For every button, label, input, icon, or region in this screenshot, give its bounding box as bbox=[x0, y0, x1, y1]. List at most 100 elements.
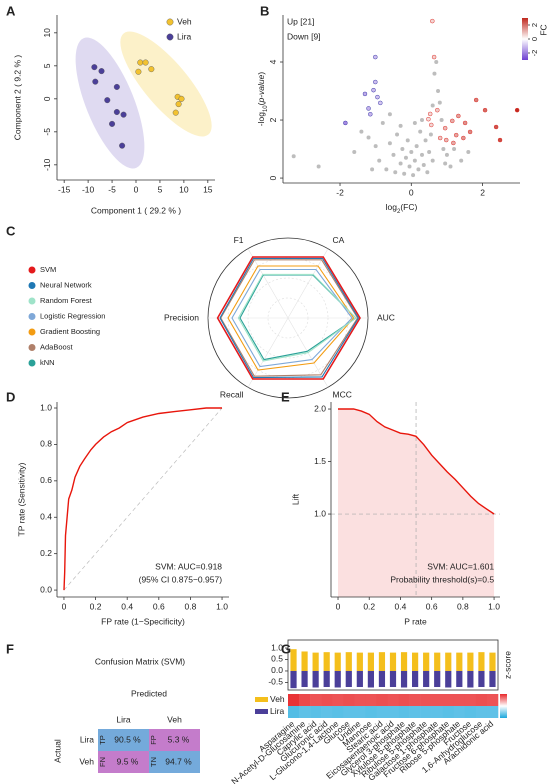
x-tick-label: 10 bbox=[179, 184, 189, 194]
legend-label: Veh bbox=[270, 694, 285, 704]
bar bbox=[400, 652, 408, 671]
point bbox=[400, 147, 405, 152]
legend-label: Neural Network bbox=[40, 280, 92, 289]
x-axis-label: FP rate (1−Specificity) bbox=[101, 616, 185, 626]
cell-tag: FP bbox=[149, 735, 158, 745]
point bbox=[377, 158, 382, 163]
point bbox=[425, 170, 430, 175]
point bbox=[416, 167, 421, 172]
y-tick-label: 1.0 bbox=[271, 642, 283, 652]
point bbox=[453, 132, 459, 138]
point bbox=[419, 118, 424, 123]
heatmap-cell bbox=[387, 694, 399, 706]
legend-label: Gradient Boosting bbox=[40, 327, 100, 336]
point bbox=[352, 149, 357, 154]
point bbox=[443, 161, 448, 166]
x-tick-label: 0.6 bbox=[153, 601, 165, 611]
point bbox=[373, 79, 378, 85]
point bbox=[405, 138, 410, 143]
point bbox=[373, 144, 378, 149]
point bbox=[436, 89, 441, 94]
legend-marker bbox=[166, 18, 174, 26]
label-part: p-value bbox=[256, 74, 266, 103]
bar bbox=[367, 670, 374, 688]
point bbox=[412, 158, 417, 163]
x-tick-label: 0.4 bbox=[121, 601, 133, 611]
row-header: Veh bbox=[79, 756, 94, 766]
heatmap-cell bbox=[343, 694, 355, 706]
point bbox=[316, 164, 321, 169]
point bbox=[456, 113, 461, 119]
legend-label: Veh bbox=[177, 16, 192, 26]
point bbox=[113, 109, 120, 116]
cell-value: 9.5 % bbox=[117, 756, 139, 766]
y-axis-label: TP rate (Sensitivity) bbox=[16, 462, 26, 536]
point bbox=[429, 122, 434, 128]
bar bbox=[301, 651, 308, 671]
colorbar-title: FC bbox=[538, 24, 548, 35]
point bbox=[362, 91, 368, 97]
y-tick-label: -0.5 bbox=[268, 677, 283, 687]
heatmap-cell bbox=[354, 706, 366, 718]
point bbox=[444, 152, 449, 157]
point bbox=[430, 158, 435, 163]
y-tick-label: 0.6 bbox=[40, 475, 52, 485]
heatmap-cell bbox=[365, 706, 377, 718]
y-tick-label: -10 bbox=[42, 158, 52, 171]
cell-value: 90.5 % bbox=[114, 734, 141, 744]
bar bbox=[290, 670, 297, 689]
point bbox=[443, 137, 449, 143]
curve bbox=[338, 408, 495, 515]
point bbox=[466, 149, 471, 154]
point bbox=[426, 116, 431, 122]
point bbox=[430, 103, 435, 108]
x-tick-label: 1.0 bbox=[216, 601, 228, 611]
radar-series bbox=[237, 273, 357, 362]
point bbox=[378, 100, 383, 106]
point bbox=[178, 95, 185, 102]
heatmap-cell bbox=[453, 694, 466, 706]
heatmap-cell bbox=[398, 694, 410, 706]
panel-label: E bbox=[281, 389, 290, 404]
y-tick-label: 10 bbox=[42, 28, 52, 38]
plot-frame bbox=[287, 639, 499, 691]
legend-label: Down [9] bbox=[287, 31, 321, 41]
bar bbox=[378, 652, 386, 671]
label-part: ) bbox=[256, 72, 266, 75]
legend-label: kNN bbox=[40, 358, 55, 367]
legend-label: Up [21] bbox=[287, 16, 314, 26]
radar-series bbox=[220, 259, 359, 377]
point bbox=[359, 129, 364, 134]
x-tick-label: -5 bbox=[108, 184, 116, 194]
radar-axis-label: F1 bbox=[234, 235, 244, 245]
point bbox=[432, 71, 437, 76]
point bbox=[92, 78, 99, 85]
heatmap-cell bbox=[398, 706, 410, 718]
point bbox=[421, 163, 426, 168]
point bbox=[104, 97, 111, 104]
point bbox=[98, 68, 105, 75]
bar bbox=[478, 670, 485, 688]
heatmap-cell bbox=[409, 694, 421, 706]
point bbox=[493, 124, 499, 130]
point bbox=[439, 118, 444, 123]
point bbox=[430, 18, 435, 24]
annotation: SVM: AUC=1.601 bbox=[427, 561, 494, 571]
y-tick-label: 2 bbox=[268, 117, 278, 122]
bar bbox=[389, 670, 397, 688]
radar-spoke bbox=[247, 248, 289, 319]
x-tick-label: 0.4 bbox=[395, 601, 407, 611]
point bbox=[380, 120, 385, 125]
annotation: SVM: AUC=0.918 bbox=[155, 561, 222, 571]
bar bbox=[334, 652, 341, 671]
radar-series bbox=[216, 256, 361, 380]
bar bbox=[412, 670, 419, 688]
point bbox=[427, 111, 433, 117]
radar-axis-label: CA bbox=[333, 235, 345, 245]
point bbox=[437, 135, 443, 141]
bar bbox=[356, 652, 363, 671]
colorbar-tick-label: 0 bbox=[530, 37, 539, 41]
point bbox=[175, 101, 182, 108]
cell bbox=[149, 729, 200, 751]
